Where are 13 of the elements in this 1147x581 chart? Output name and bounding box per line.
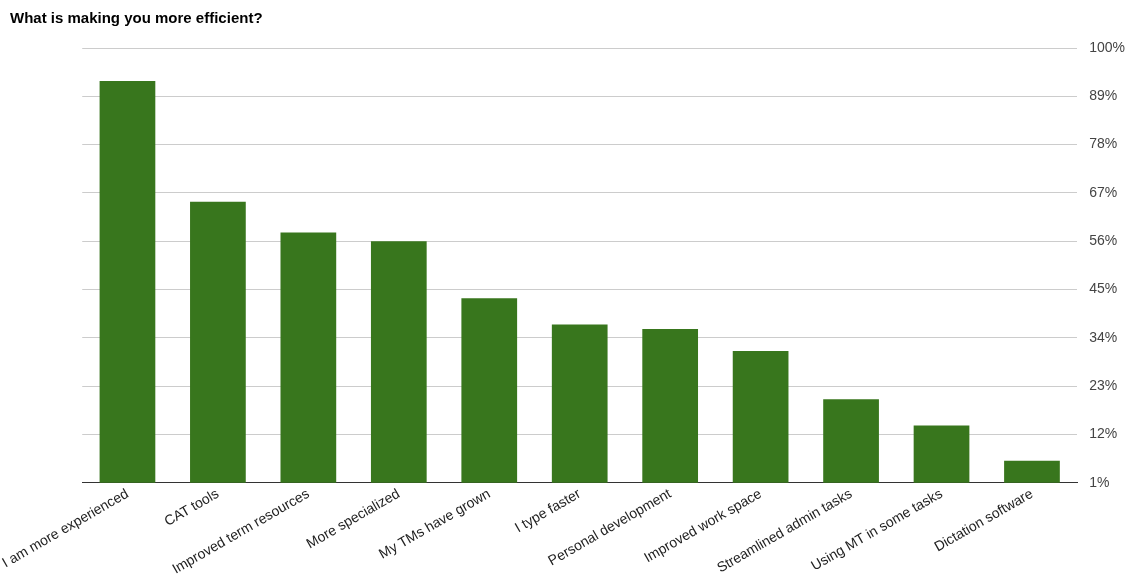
x-tick-label: CAT tools [161,485,222,529]
x-tick-label: I type faster [511,484,584,536]
y-tick-label: 89% [1089,87,1118,104]
y-tick-label: 23% [1089,376,1118,393]
y-tick-label: 100% [1089,38,1126,55]
y-tick-label: 45% [1089,280,1118,297]
y-tick-label: 56% [1089,232,1118,249]
y-tick-label: 1% [1089,473,1110,490]
chart-title: What is making you more efficient? [10,9,263,27]
y-tick-label: 34% [1089,328,1118,345]
y-tick-label: 78% [1089,135,1118,152]
y-tick-label: 12% [1089,425,1118,442]
y-tick-label: 67% [1089,183,1118,200]
